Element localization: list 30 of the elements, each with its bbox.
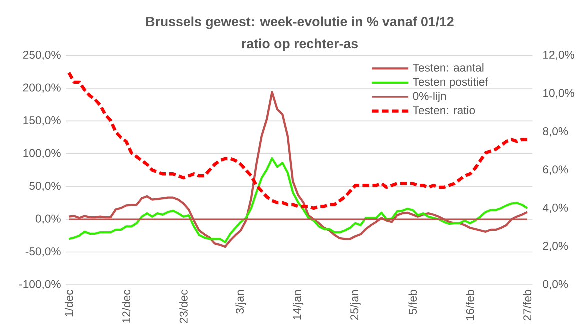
y-tick-label: -50,0% (26, 248, 61, 257)
x-tick-label: 23/dec (180, 290, 188, 324)
y-tick-label: 150,0% (24, 116, 61, 126)
y-tick-label: 100,0% (24, 149, 61, 159)
legend-label: Testen postitief (413, 78, 488, 88)
chart-subtitle: ratio op rechter-as (242, 38, 358, 52)
x-tick-label: 3/jan (236, 290, 246, 314)
y2-tick-label: 8,0% (543, 127, 568, 137)
x-tick-label: 27/feb (523, 290, 532, 321)
legend-label: Testen: aantal (413, 64, 484, 72)
y2-tick-label: 0,0% (543, 280, 568, 290)
legend-label: 0%-lijn (413, 92, 446, 103)
y-tick-label: 0,0% (36, 214, 61, 224)
x-tick-label: 12/dec (122, 290, 131, 323)
y2-tick-label: 6,0% (543, 166, 568, 176)
x-tick-label: 16/feb (466, 290, 474, 320)
x-tick-label: 25/jan (350, 290, 361, 320)
x-tick-label: 5/feb (408, 290, 418, 314)
legend-label: Testen: ratio (413, 106, 476, 115)
y2-tick-label: 4,0% (542, 204, 568, 214)
chart-title: Brussels gewest: week-evolutie in % vanaf 01/12 (146, 16, 454, 30)
y-tick-label: -100,0% (20, 280, 61, 290)
y-tick-label: 50,0% (30, 182, 61, 192)
y2-tick-label: 12,0% (544, 50, 574, 60)
y-tick-label: 200,0% (23, 84, 61, 94)
y2-tick-label: 10,0% (544, 89, 574, 99)
x-tick-label: 1/dec (64, 290, 74, 317)
x-tick-label: 14/jan (293, 290, 304, 320)
y-tick-label: 250,0% (23, 50, 61, 60)
y2-tick-label: 2,0% (543, 242, 568, 252)
